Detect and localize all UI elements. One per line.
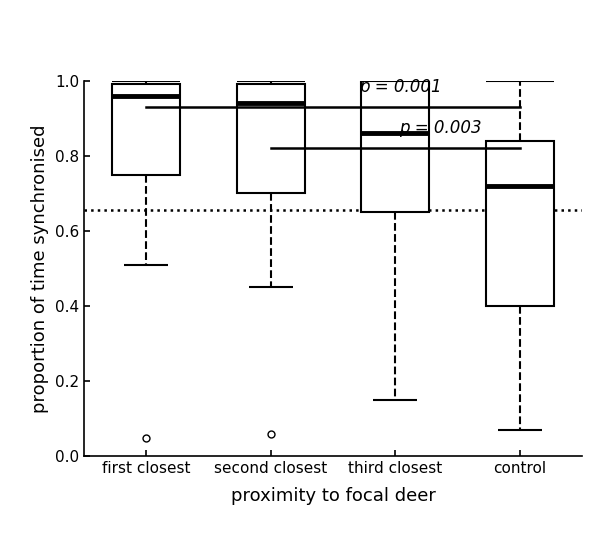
Bar (361, 81, 430, 212)
Bar (236, 84, 305, 193)
X-axis label: proximity to focal deer: proximity to focal deer (230, 488, 436, 505)
Y-axis label: proportion of time synchronised: proportion of time synchronised (31, 124, 49, 413)
Text: p = 0.003: p = 0.003 (399, 119, 481, 137)
Text: p = 0.001: p = 0.001 (359, 77, 442, 96)
Bar (112, 84, 181, 175)
Bar (485, 141, 554, 306)
